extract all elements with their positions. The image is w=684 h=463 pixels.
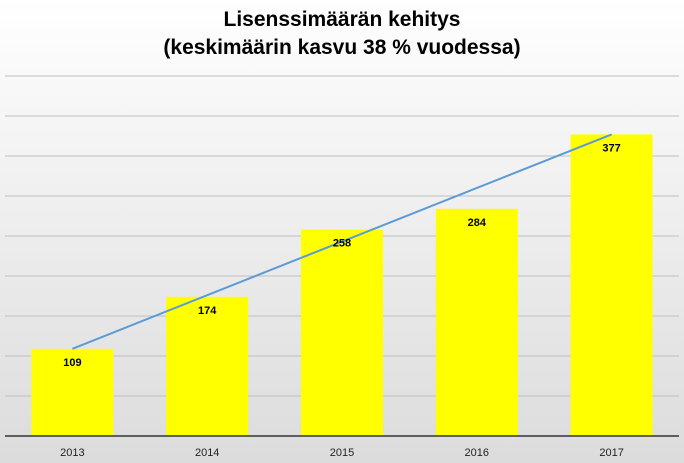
bar-2016 <box>435 208 518 436</box>
data-label-2017: 377 <box>602 142 620 154</box>
x-tick-label-2016: 2016 <box>465 447 489 459</box>
bar-2014 <box>166 296 249 436</box>
bar-2015 <box>301 229 383 436</box>
x-tick-label-2013: 2013 <box>60 447 84 459</box>
data-label-2014: 174 <box>198 305 217 317</box>
x-tick-label-2015: 2015 <box>330 447 354 459</box>
x-tick-label-2014: 2014 <box>195 447 219 459</box>
data-label-2015: 258 <box>333 238 351 250</box>
bar-2013 <box>31 348 114 436</box>
trendline <box>72 133 612 350</box>
chart-subtitle: (keskimäärin kasvu 38 % vuodessa) <box>163 36 521 59</box>
bar-2017 <box>570 134 653 436</box>
data-label-2013: 109 <box>63 357 81 369</box>
data-label-2016: 284 <box>468 217 487 229</box>
x-tick-label-2017: 2017 <box>599 447 623 459</box>
chart-title: Lisenssimäärän kehitys <box>223 8 461 31</box>
